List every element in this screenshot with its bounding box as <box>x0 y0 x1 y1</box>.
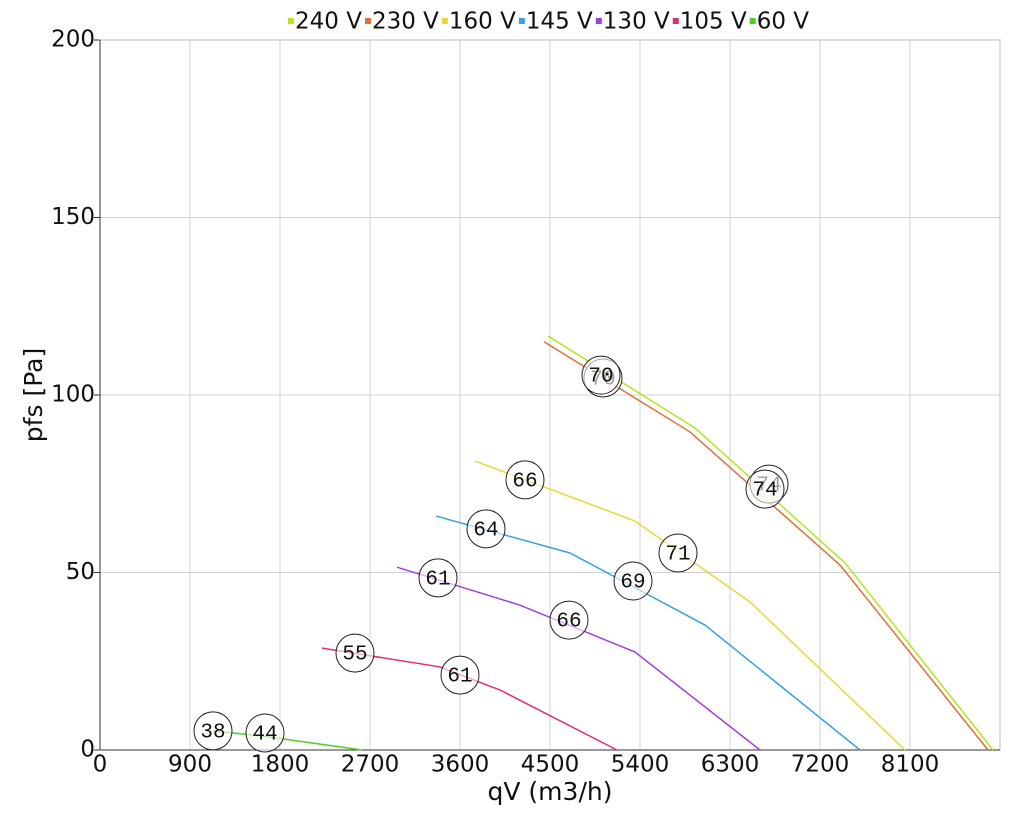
legend-swatch <box>287 18 294 24</box>
y-tick-label: 100 <box>51 382 95 408</box>
point-label-circle <box>440 655 480 695</box>
y-tick-label: 200 <box>51 27 95 53</box>
point-label: 55 <box>342 644 367 667</box>
series-line <box>547 335 994 751</box>
y-tick-label: 150 <box>51 204 95 230</box>
legend-swatch <box>364 18 371 24</box>
point-label: 66 <box>512 470 537 493</box>
series-line <box>212 730 363 751</box>
point-label-circle <box>245 713 285 753</box>
x-tick-label: 6300 <box>701 752 760 778</box>
x-tick-label: 7200 <box>791 752 850 778</box>
point-label: 71 <box>665 544 690 567</box>
point-label-circle <box>418 558 458 598</box>
point-label: 66 <box>556 611 581 634</box>
x-tick-label: 4500 <box>521 752 580 778</box>
point-label-circle <box>193 711 233 751</box>
point-label-circle <box>466 509 506 549</box>
legend-label: 160 V <box>449 9 516 35</box>
point-label: 70 <box>588 366 613 389</box>
legend-label: 105 V <box>680 9 747 35</box>
legend-label: 60 V <box>757 9 810 35</box>
series-line <box>543 341 989 751</box>
point-label: 61 <box>425 568 450 591</box>
point-label-circle <box>581 355 621 395</box>
x-axis-title: qV (m3/h) <box>488 777 613 806</box>
legend-swatch <box>441 18 448 24</box>
legend-label: 145 V <box>526 9 593 35</box>
point-label-circle <box>335 633 375 673</box>
x-tick-label: 5400 <box>611 752 670 778</box>
y-tick-label: 50 <box>66 559 95 585</box>
grid <box>99 39 1000 751</box>
point-label-circle <box>745 469 785 509</box>
legend: 240 V 230 V 160 V 145 V 130 V 105 V 60 V <box>287 9 810 35</box>
legend-swatch <box>672 18 679 24</box>
x-tick-label: 3600 <box>431 752 490 778</box>
x-tick-label: 1800 <box>251 752 310 778</box>
series-line <box>474 460 906 751</box>
y-tick-label: 0 <box>80 737 95 763</box>
legend-label: 240 V <box>295 9 362 35</box>
x-tick-label: 2700 <box>341 752 400 778</box>
legend-swatch <box>595 18 602 24</box>
point-label-circle <box>549 600 589 640</box>
point-label-circle <box>505 460 545 500</box>
legend-swatch <box>518 18 525 24</box>
y-axis-title: pfs [Pa] <box>19 348 48 442</box>
point-label-circle <box>613 561 653 601</box>
point-label: 61 <box>447 666 472 689</box>
x-tick-label: 900 <box>168 752 212 778</box>
point-label: 44 <box>252 724 277 747</box>
point-label: 69 <box>620 572 645 595</box>
x-tick-label: 0 <box>93 752 108 778</box>
point-label-circle <box>658 533 698 573</box>
legend-label: 230 V <box>372 9 439 35</box>
point-label: 74 <box>752 480 777 503</box>
point-label: 38 <box>200 721 225 744</box>
legend-swatch <box>749 18 756 24</box>
legend-label: 130 V <box>603 9 670 35</box>
point-label: 64 <box>473 519 498 542</box>
series-line <box>435 515 861 751</box>
x-tick-label: 8100 <box>881 752 940 778</box>
